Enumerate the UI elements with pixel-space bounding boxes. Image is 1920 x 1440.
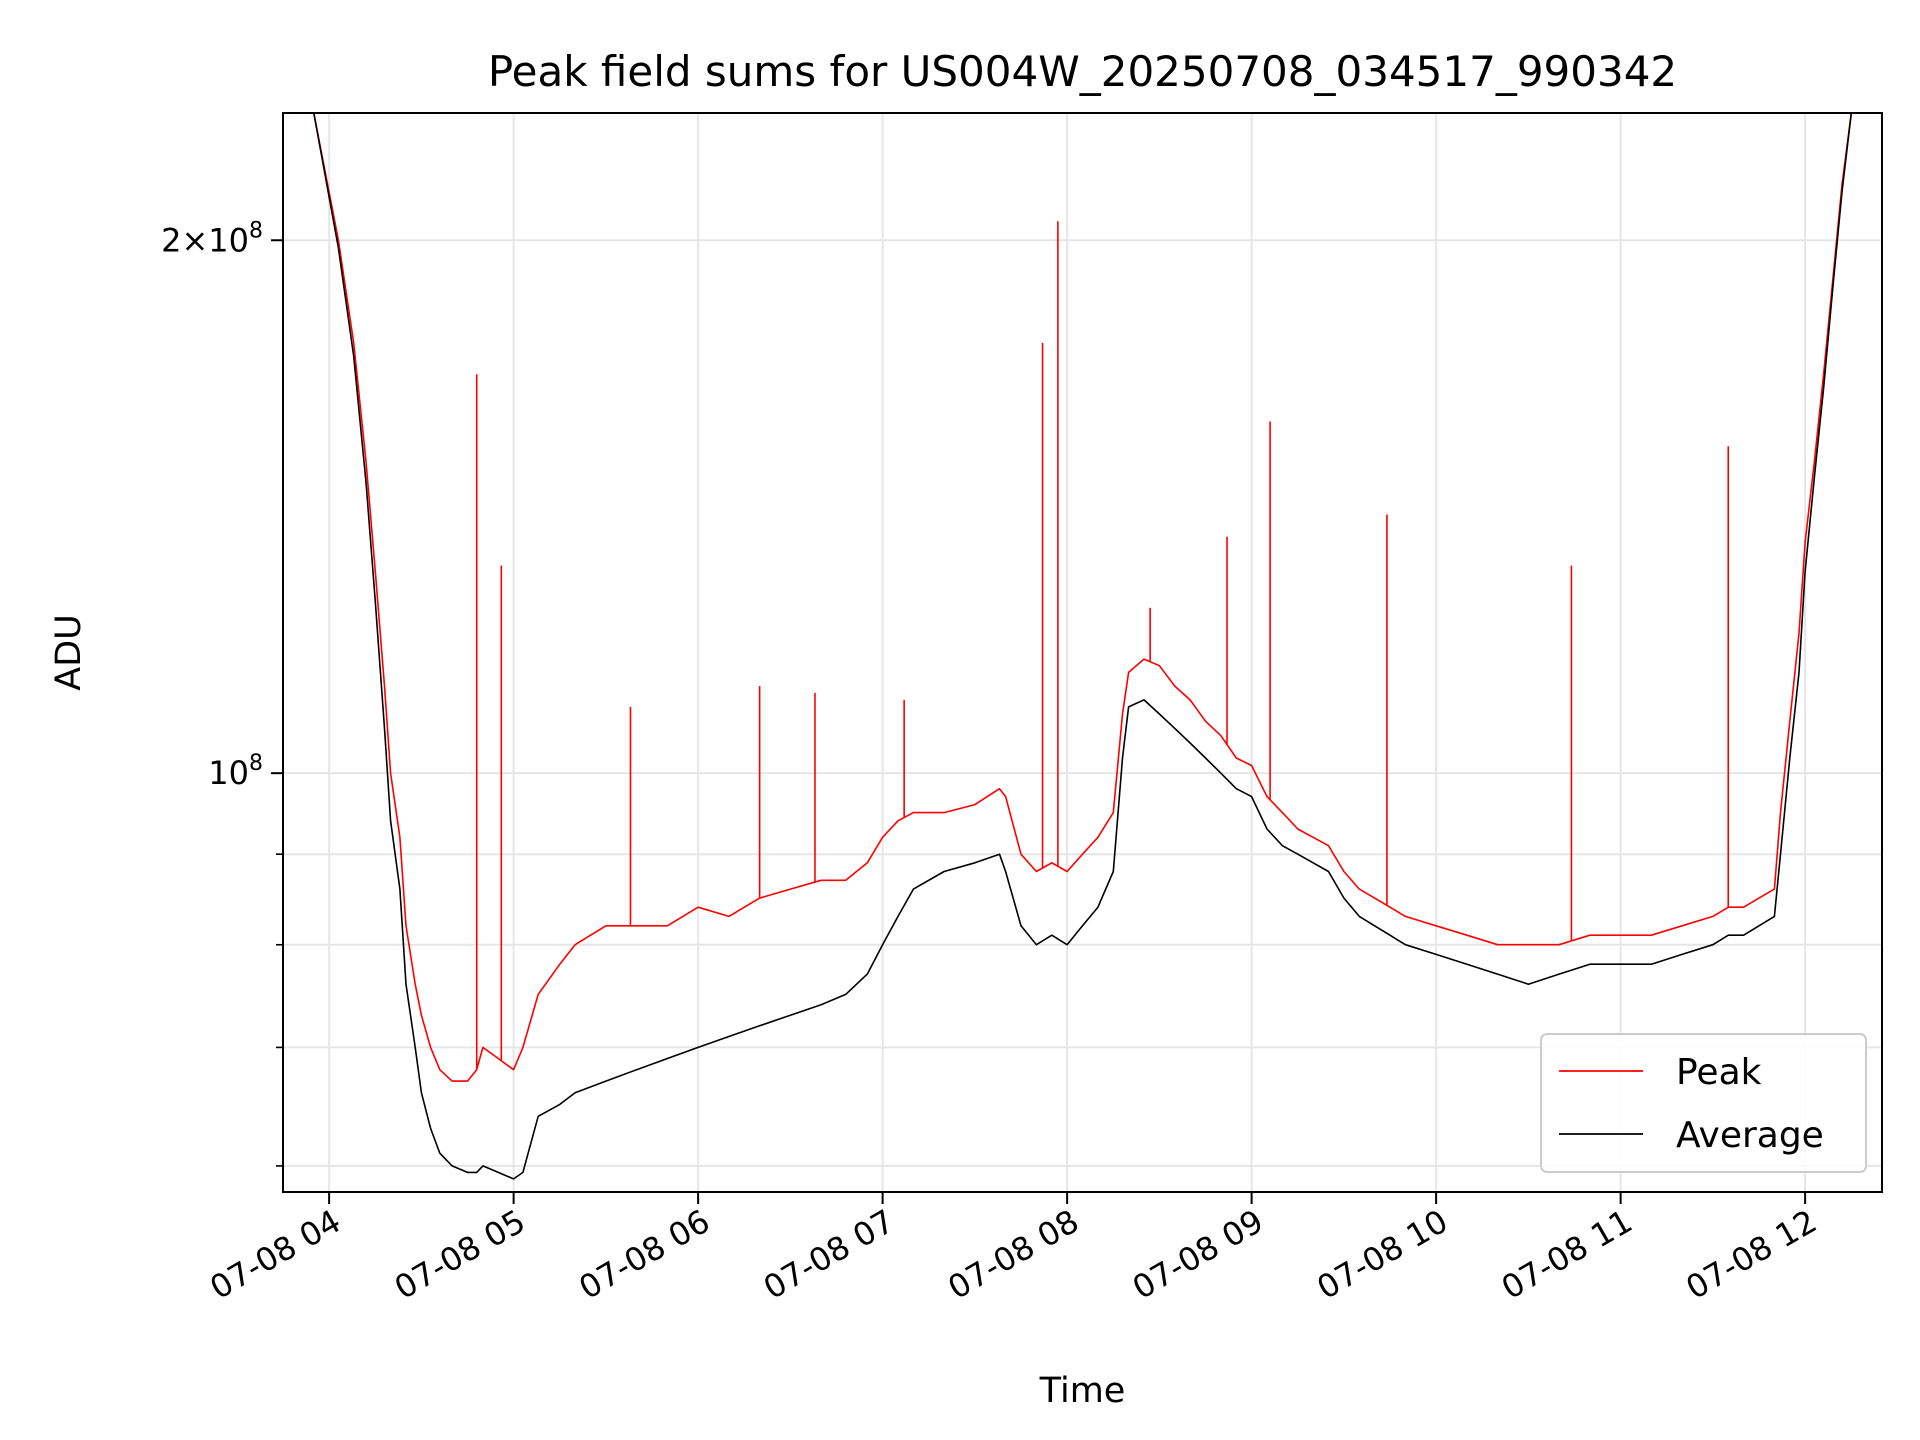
y-tick-base: 10	[208, 221, 249, 259]
series-layer	[313, 112, 1853, 1180]
y-tick-coef: 2	[161, 221, 181, 259]
y-tick-label: 2×108	[161, 218, 263, 259]
y-tick-times: ×	[181, 221, 208, 259]
legend-label-average: Average	[1676, 1115, 1824, 1156]
chart-title: Peak field sums for US004W_20250708_0345…	[488, 47, 1677, 96]
legend-label-peak: Peak	[1676, 1052, 1762, 1093]
legend: Peak Average	[1540, 1033, 1867, 1173]
y-tick-label: 108	[208, 751, 263, 792]
x-axis-title: Time	[1039, 1371, 1126, 1411]
y-tick-exponent: 8	[249, 751, 263, 776]
y-tick-exponent: 8	[249, 218, 263, 243]
series-line-average	[313, 112, 1853, 1180]
y-axis-title: ADU	[49, 614, 89, 691]
plot-frame	[282, 112, 1883, 1193]
series-line-peak	[313, 112, 1853, 1082]
legend-box	[1540, 1033, 1867, 1173]
y-tick-base: 10	[208, 754, 249, 792]
